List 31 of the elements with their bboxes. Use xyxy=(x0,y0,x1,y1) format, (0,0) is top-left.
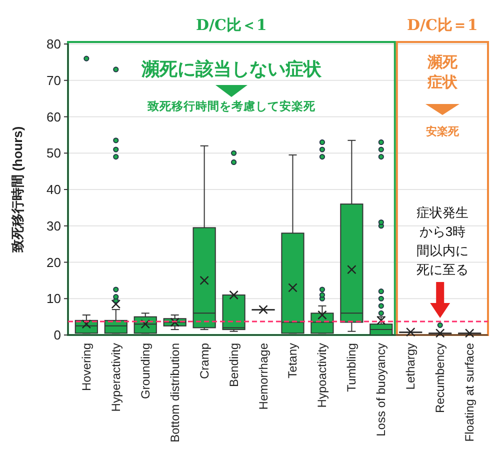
y-tick-label: 0 xyxy=(54,328,61,343)
x-tick-label: Cramp xyxy=(197,342,212,380)
y-tick-label: 20 xyxy=(46,254,61,270)
x-tick-label: Tumbling xyxy=(344,343,359,392)
x-tick-label: Grounding xyxy=(138,343,152,400)
x-tick-label: Recumbency xyxy=(433,343,448,414)
annotation: 症状発生から3時間以内に死に至る xyxy=(416,205,468,277)
annotation: 瀕死に該当しない症状 xyxy=(140,59,322,79)
text: D/C比＝1 xyxy=(407,16,478,34)
x-tick-label: Hypoactivity xyxy=(315,343,330,408)
x-tick-label: Bending xyxy=(226,343,241,388)
x-tick-label: Hemorrhage xyxy=(256,342,270,410)
y-tick-label: 50 xyxy=(46,146,61,161)
x-tick-label: Hovering xyxy=(79,343,94,392)
annotation: 安楽死 xyxy=(426,125,460,138)
x-tick-label: Loss of buoyancy xyxy=(374,343,388,436)
x-tick-label: Hyperactivity xyxy=(108,343,123,412)
annotation: 瀕死症状 xyxy=(426,54,458,91)
y-tick-label: 70 xyxy=(46,72,61,88)
y-axis-title: 致死移行時間 (hours) xyxy=(10,126,25,254)
y-tick-label: 60 xyxy=(46,109,61,124)
x-tick-label: Bottom distribution xyxy=(168,343,182,442)
text: D/C比＜1 xyxy=(196,16,267,34)
y-tick-label: 80 xyxy=(46,36,61,52)
y-tick-label: 30 xyxy=(46,218,61,234)
annotation: 致死移行時間を考慮して安楽死 xyxy=(146,99,316,113)
x-tick-label: Lethargy xyxy=(404,343,418,390)
y-tick-label: 40 xyxy=(46,182,61,198)
y-tick-label: 10 xyxy=(46,291,61,306)
x-tick-label: Floating at surface xyxy=(462,342,477,442)
x-tick-label: Tetany xyxy=(286,343,300,378)
